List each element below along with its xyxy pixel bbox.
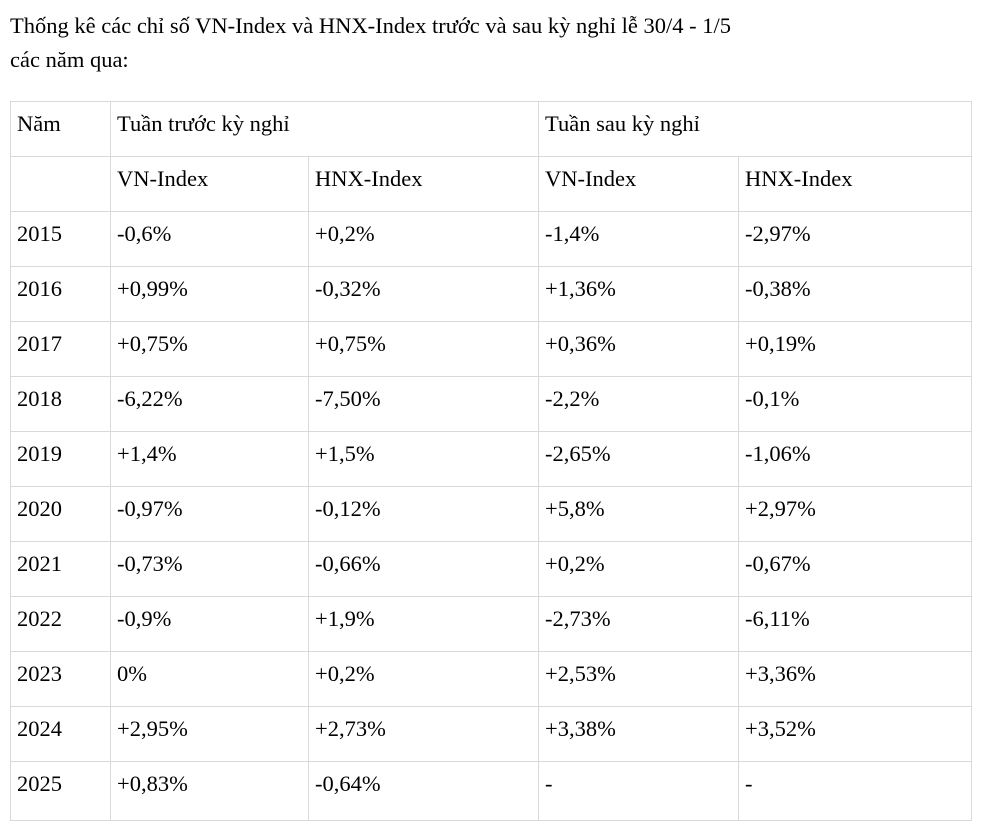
year-cell: 2018 [10, 376, 111, 432]
table-cell: +2,95% [110, 706, 309, 762]
table-row: 2024 +2,95% +2,73% +3,38% +3,52% [10, 706, 973, 762]
year-cell: 2023 [10, 651, 111, 707]
table-cell: -0,12% [307, 486, 540, 542]
table-cell: - [738, 761, 973, 821]
table-cell: +3,36% [738, 651, 973, 707]
year-cell: 2024 [10, 706, 111, 762]
year-cell: 2020 [10, 486, 111, 542]
col-header-year: Năm [10, 101, 111, 157]
year-cell: 2015 [10, 211, 111, 267]
year-cell: 2021 [10, 541, 111, 597]
table-cell: -2,2% [538, 376, 740, 432]
table-cell: +3,38% [538, 706, 740, 762]
col-header-after-vnindex: VN-Index [538, 156, 740, 212]
table-cell: -0,66% [307, 541, 540, 597]
year-cell: 2017 [10, 321, 111, 377]
table-cell: +3,52% [738, 706, 973, 762]
table-cell: -0,6% [110, 211, 309, 267]
table-cell: -0,67% [738, 541, 973, 597]
table-cell: +0,99% [110, 266, 309, 322]
table-cell: +1,5% [307, 431, 540, 487]
table-cell: -0,38% [738, 266, 973, 322]
col-header-after-hnxindex: HNX-Index [738, 156, 973, 212]
table-cell: +0,83% [110, 761, 309, 821]
table-cell: +0,36% [538, 321, 740, 377]
table-cell: -0,73% [110, 541, 309, 597]
header-row-subcols: VN-Index HNX-Index VN-Index HNX-Index [10, 156, 973, 212]
header-row-groups: Năm Tuần trước kỳ nghỉ Tuần sau kỳ nghỉ [10, 101, 973, 157]
table-row: 2023 0% +0,2% +2,53% +3,36% [10, 651, 973, 707]
year-cell: 2025 [10, 761, 111, 821]
year-cell: 2022 [10, 596, 111, 652]
table-cell: +2,97% [738, 486, 973, 542]
col-header-week-after: Tuần sau kỳ nghỉ [538, 101, 973, 157]
col-header-before-hnxindex: HNX-Index [307, 156, 540, 212]
table-cell: -6,11% [738, 596, 973, 652]
table-cell: -6,22% [110, 376, 309, 432]
table-cell: +0,75% [307, 321, 540, 377]
table-row: 2019 +1,4% +1,5% -2,65% -1,06% [10, 431, 973, 487]
table-cell: +5,8% [538, 486, 740, 542]
table-cell: -0,64% [307, 761, 540, 821]
table-cell: 0% [110, 651, 309, 707]
col-header-empty [10, 156, 111, 212]
table-cell: +0,19% [738, 321, 973, 377]
year-cell: 2016 [10, 266, 111, 322]
table-body: 2015 -0,6% +0,2% -1,4% -2,97% 2016 +0,99… [10, 211, 973, 821]
table-cell: -2,65% [538, 431, 740, 487]
index-stats-table: Năm Tuần trước kỳ nghỉ Tuần sau kỳ nghỉ … [10, 101, 973, 821]
table-cell: -0,1% [738, 376, 973, 432]
table-row: 2025 +0,83% -0,64% - - [10, 761, 973, 821]
col-header-week-before: Tuần trước kỳ nghỉ [109, 101, 540, 157]
table-cell: - [538, 761, 740, 821]
table-cell: -1,4% [538, 211, 740, 267]
article-title-line2: các năm qua: [10, 47, 129, 72]
table-cell: +1,4% [110, 431, 309, 487]
table-cell: +2,73% [307, 706, 540, 762]
table-cell: -7,50% [307, 376, 540, 432]
table-header: Năm Tuần trước kỳ nghỉ Tuần sau kỳ nghỉ … [10, 101, 973, 212]
table-cell: -0,97% [110, 486, 309, 542]
table-cell: +1,9% [307, 596, 540, 652]
table-cell: -0,9% [110, 596, 309, 652]
article-title: Thống kê các chỉ số VN-Index và HNX-Inde… [10, 9, 971, 77]
table-cell: +1,36% [538, 266, 740, 322]
table-row: 2022 -0,9% +1,9% -2,73% -6,11% [10, 596, 973, 652]
table-cell: -0,32% [307, 266, 540, 322]
table-row: 2020 -0,97% -0,12% +5,8% +2,97% [10, 486, 973, 542]
col-header-before-vnindex: VN-Index [110, 156, 309, 212]
table-cell: +0,2% [307, 211, 540, 267]
table-cell: -1,06% [738, 431, 973, 487]
table-cell: +2,53% [538, 651, 740, 707]
year-cell: 2019 [10, 431, 111, 487]
table-cell: +0,2% [307, 651, 540, 707]
table-cell: +0,2% [538, 541, 740, 597]
table-row: 2018 -6,22% -7,50% -2,2% -0,1% [10, 376, 973, 432]
table-row: 2015 -0,6% +0,2% -1,4% -2,97% [10, 211, 973, 267]
table-row: 2016 +0,99% -0,32% +1,36% -0,38% [10, 266, 973, 322]
table-row: 2021 -0,73% -0,66% +0,2% -0,67% [10, 541, 973, 597]
table-cell: +0,75% [110, 321, 309, 377]
table-cell: -2,97% [738, 211, 973, 267]
table-row: 2017 +0,75% +0,75% +0,36% +0,19% [10, 321, 973, 377]
article-title-line1: Thống kê các chỉ số VN-Index và HNX-Inde… [10, 13, 731, 38]
table-cell: -2,73% [538, 596, 740, 652]
